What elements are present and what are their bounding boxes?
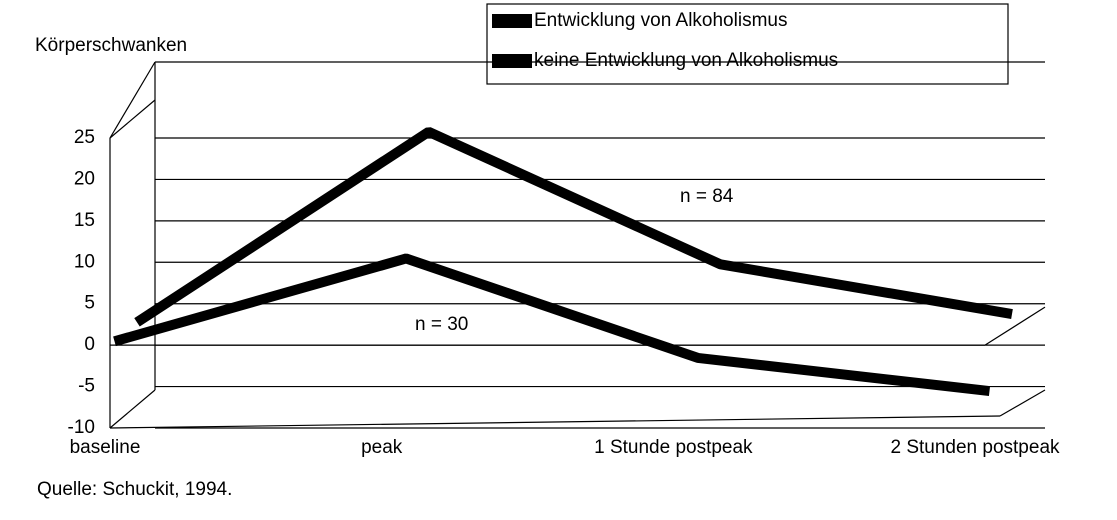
axis <box>984 306 1046 346</box>
legend-marker <box>492 54 532 68</box>
legend-label: keine Entwicklung von Alkoholismus <box>534 50 838 71</box>
y-tick-label: 20 <box>74 168 95 189</box>
y-tick-label: 10 <box>74 251 95 272</box>
legend-marker <box>492 14 532 28</box>
x-tick-label: baseline <box>70 437 141 458</box>
x-tick-label: 1 Stunde postpeak <box>594 437 753 458</box>
x-tick-label: 2 Stunden postpeak <box>890 437 1060 458</box>
annotation: n = 30 <box>415 314 468 335</box>
legend-label: Entwicklung von Alkoholismus <box>534 10 787 31</box>
legend-box <box>486 3 1009 85</box>
annotation: n = 84 <box>680 186 734 207</box>
series-line <box>113 253 991 397</box>
axis <box>109 61 156 139</box>
y-tick-label: -5 <box>78 376 95 397</box>
y-tick-label: -10 <box>68 417 95 438</box>
y-axis-label: Körperschwanken <box>35 35 187 56</box>
y-tick-label: 5 <box>84 293 95 314</box>
axis <box>109 99 156 139</box>
axis <box>999 389 1046 417</box>
y-tick-label: 0 <box>84 334 95 355</box>
y-tick-label: 25 <box>74 127 95 148</box>
axis <box>109 415 1001 429</box>
source: Quelle: Schuckit, 1994. <box>37 479 232 500</box>
x-tick-label: peak <box>361 437 403 458</box>
series-line <box>134 127 1013 327</box>
axis <box>109 389 156 429</box>
y-tick-label: 15 <box>74 210 95 231</box>
